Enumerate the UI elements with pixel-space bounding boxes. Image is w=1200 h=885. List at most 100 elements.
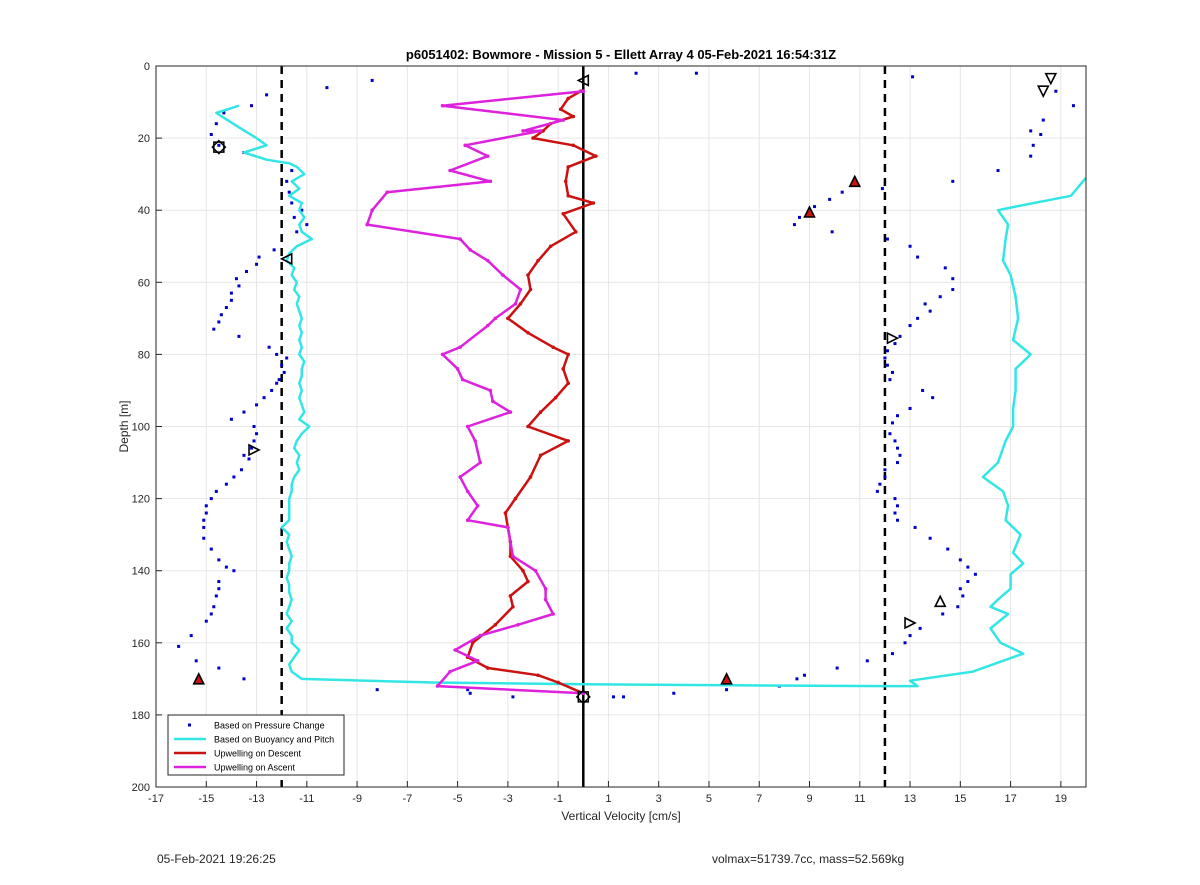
pressure-point xyxy=(795,677,799,681)
pressure-point xyxy=(961,594,965,598)
pressure-point xyxy=(212,605,216,609)
pressure-point xyxy=(903,641,907,645)
pressure-point xyxy=(996,169,1000,173)
pressure-point xyxy=(885,237,889,241)
pressure-point xyxy=(232,475,236,479)
series-vertex xyxy=(541,129,545,133)
y-tick-label: 140 xyxy=(132,566,150,578)
pressure-point xyxy=(958,587,962,591)
y-tick-label: 80 xyxy=(138,349,150,361)
y-tick-label: 120 xyxy=(132,494,150,506)
series-vertex xyxy=(511,554,515,559)
x-tick-label: -15 xyxy=(198,793,214,805)
series-vertex xyxy=(538,453,543,458)
pressure-point xyxy=(895,414,899,418)
pressure-point xyxy=(229,298,233,302)
series-0 xyxy=(177,71,1075,699)
series-1 xyxy=(215,104,1087,688)
pressure-point xyxy=(267,345,271,349)
pressure-point xyxy=(217,320,221,324)
legend: Based on Pressure Change Based on Buoyanc… xyxy=(167,714,345,776)
x-tick-label: 19 xyxy=(1055,793,1067,805)
series-vertex xyxy=(566,193,571,198)
pressure-point xyxy=(611,695,615,699)
pressure-point xyxy=(255,432,259,436)
pressure-point xyxy=(883,468,887,472)
x-tick-label: -9 xyxy=(352,793,362,805)
pressure-point xyxy=(878,482,882,486)
legend-entry: Upwelling on Descent xyxy=(214,749,302,759)
series-vertex xyxy=(561,118,565,122)
series-vertex xyxy=(365,222,369,227)
series-vertex xyxy=(513,496,518,501)
pressure-point xyxy=(194,659,198,663)
pressure-point xyxy=(928,536,932,540)
pressure-point xyxy=(209,547,213,551)
pressure-point xyxy=(277,378,281,382)
footer-timestamp: 05-Feb-2021 19:26:25 xyxy=(157,852,276,866)
chart-title: p6051402: Bowmore - Mission 5 - Ellett A… xyxy=(406,47,836,62)
x-tick-label: 13 xyxy=(904,793,916,805)
series-line xyxy=(466,90,598,695)
pressure-point xyxy=(209,612,213,616)
pressure-point xyxy=(242,410,246,414)
pressure-point xyxy=(275,352,279,356)
series-vertex xyxy=(475,659,480,663)
series-vertex xyxy=(473,439,478,443)
series-layer xyxy=(177,71,1087,699)
series-vertex xyxy=(533,568,538,573)
pressure-point xyxy=(204,504,208,508)
pressure-point xyxy=(255,403,259,407)
series-vertex xyxy=(571,114,576,119)
series-vertex xyxy=(526,273,530,277)
series-vertex xyxy=(465,489,470,494)
series-vertex xyxy=(478,460,483,465)
y-tick-label: 0 xyxy=(144,61,150,73)
legend-entry: Based on Buoyancy and Pitch xyxy=(214,735,334,745)
series-vertex xyxy=(556,680,560,685)
pressure-point xyxy=(270,388,274,392)
series-vertex xyxy=(478,633,483,638)
x-tick-label: 7 xyxy=(756,793,762,805)
series-vertex xyxy=(463,143,467,148)
pressure-point xyxy=(209,497,213,501)
pressure-point xyxy=(255,262,259,266)
x-axis-label: Vertical Velocity [cm/s] xyxy=(561,809,680,823)
pressure-point xyxy=(951,179,955,183)
series-vertex xyxy=(435,684,440,688)
pressure-point xyxy=(290,169,294,173)
pressure-point xyxy=(300,208,304,212)
series-vertex xyxy=(543,597,548,602)
pressure-point xyxy=(956,605,960,609)
pressure-point xyxy=(217,580,221,584)
y-tick-label: 160 xyxy=(132,638,150,650)
pressure-point xyxy=(898,334,902,338)
series-vertex xyxy=(566,352,571,357)
y-tick-label: 200 xyxy=(132,782,150,794)
event-marker-triangle-up-red xyxy=(192,672,206,685)
series-line xyxy=(365,89,584,695)
pressure-point xyxy=(224,482,228,486)
event-marker-triangle-down xyxy=(1036,85,1050,99)
series-vertex xyxy=(526,424,530,429)
event-marker-triangle-down xyxy=(1044,72,1058,86)
pressure-point xyxy=(802,673,806,677)
series-vertex xyxy=(488,179,493,184)
pressure-point xyxy=(913,525,917,529)
pressure-point xyxy=(895,504,899,508)
x-tick-label: 17 xyxy=(1004,793,1016,805)
legend-swatch xyxy=(188,723,191,727)
pressure-point xyxy=(893,511,897,515)
pressure-point xyxy=(725,688,729,692)
series-vertex xyxy=(521,129,525,133)
pressure-point xyxy=(813,205,817,209)
series-vertex xyxy=(536,673,540,678)
x-tick-label: 11 xyxy=(854,793,865,805)
pressure-point xyxy=(214,122,218,126)
event-marker-star xyxy=(211,139,227,155)
series-vertex xyxy=(475,504,480,508)
pressure-point xyxy=(265,93,269,97)
pressure-point xyxy=(262,396,266,400)
pressure-point xyxy=(973,572,977,576)
legend-entry: Upwelling on Ascent xyxy=(214,763,296,773)
